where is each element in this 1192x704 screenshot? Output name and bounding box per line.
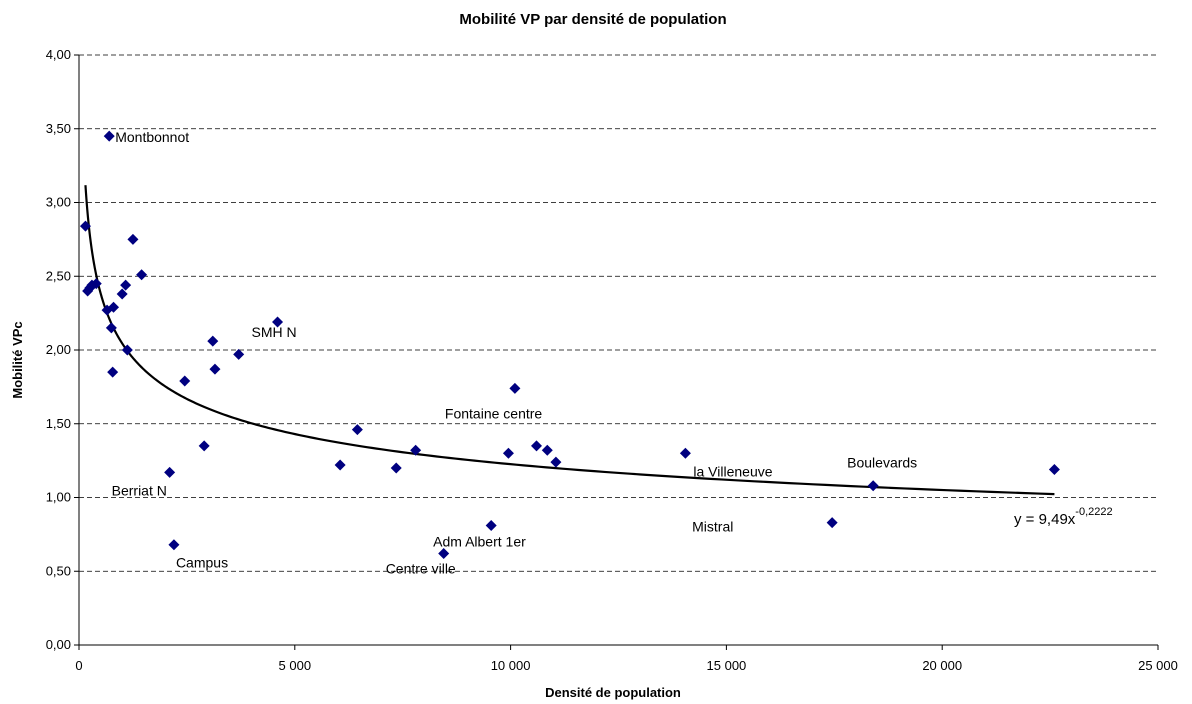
data-point (233, 348, 245, 360)
x-tick-label: 10 000 (491, 658, 531, 673)
data-point (79, 220, 91, 232)
chart-title: Mobilité VP par densité de population (459, 11, 726, 28)
y-tick-label: 0,00 (46, 637, 71, 652)
data-point (334, 459, 346, 471)
point-label: Boulevards (847, 455, 917, 471)
x-axis-title: Densité de population (545, 685, 681, 700)
y-tick-labels: 0,00 0,50 1,00 1,50 2,00 2,50 3,00 3,50 4,00 (46, 47, 71, 652)
point-label: la Villeneuve (693, 463, 772, 479)
data-point (108, 301, 120, 313)
data-point (550, 456, 562, 468)
y-tick-label: 2,00 (46, 342, 71, 357)
point-label: SMH N (252, 324, 297, 340)
trendline-equation-exponent: -0,2222 (1075, 506, 1112, 518)
data-point (390, 462, 402, 474)
data-point (121, 344, 133, 356)
y-axis-title: Mobilité VPc (10, 321, 25, 398)
data-point (509, 382, 521, 394)
data-point (502, 447, 514, 459)
trendline-path (84, 185, 1055, 496)
data-point (1048, 463, 1060, 475)
data-point (105, 322, 117, 334)
data-point (116, 288, 128, 300)
data-point (179, 375, 191, 387)
x-tick-labels: 0 5 000 10 000 15 000 20 000 25 000 (75, 658, 1178, 673)
x-tick-label: 15 000 (707, 658, 747, 673)
data-point (103, 130, 115, 142)
data-point (351, 424, 363, 436)
point-label: Adm Albert 1er (433, 534, 526, 550)
point-label: Mistral (692, 519, 733, 535)
data-point (438, 548, 450, 560)
point-label: Berriat N (112, 482, 167, 498)
x-tick-label: 25 000 (1138, 658, 1178, 673)
data-points (79, 130, 1060, 560)
data-point (530, 440, 542, 452)
data-point (164, 466, 176, 478)
y-tick-label: 4,00 (46, 47, 71, 62)
x-tick-label: 0 (75, 658, 82, 673)
data-point (198, 440, 210, 452)
point-label: Montbonnot (115, 129, 189, 145)
data-point (272, 316, 284, 328)
data-point (541, 444, 553, 456)
y-tick-label: 1,50 (46, 416, 71, 431)
point-label: Campus (176, 555, 228, 571)
data-point (826, 517, 838, 529)
point-label: Centre ville (386, 561, 456, 577)
point-labels: Montbonnot Berriat N Campus SMH N Centre vil… (112, 129, 918, 576)
data-point (485, 520, 497, 532)
data-point (90, 278, 102, 290)
data-point (209, 363, 221, 375)
data-point (120, 279, 132, 291)
data-point (136, 269, 148, 281)
data-point (168, 539, 180, 551)
y-tick-label: 3,50 (46, 121, 71, 136)
data-point (107, 366, 119, 378)
gridlines (74, 54, 1158, 646)
data-point (867, 480, 879, 492)
data-point (679, 447, 691, 459)
data-point (207, 335, 219, 347)
data-point (127, 233, 139, 245)
y-tick-label: 2,50 (46, 268, 71, 283)
x-tick-label: 5 000 (279, 658, 312, 673)
x-tick-label: 20 000 (922, 658, 962, 673)
axes (78, 55, 1159, 650)
y-tick-label: 1,00 (46, 490, 71, 505)
data-point (410, 444, 422, 456)
y-tick-label: 0,50 (46, 563, 71, 578)
point-label: Fontaine centre (445, 405, 542, 421)
trendline (84, 185, 1055, 496)
trendline-equation-base: y = 9,49x (1014, 511, 1076, 528)
trendline-equation: y = 9,49x-0,2222 (1014, 506, 1113, 528)
y-tick-label: 3,00 (46, 195, 71, 210)
